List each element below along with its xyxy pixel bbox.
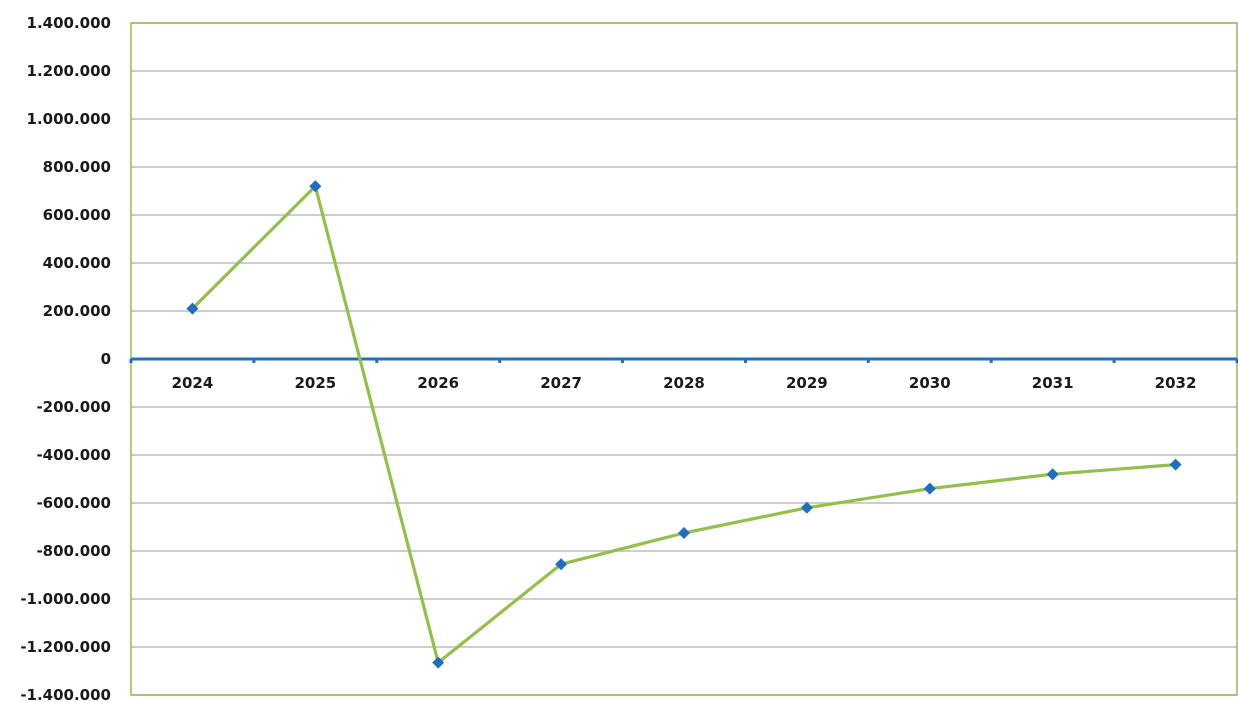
y-tick-label: 1.400.000 bbox=[27, 14, 111, 32]
y-tick-label: 1.000.000 bbox=[27, 110, 111, 128]
y-tick-label: 200.000 bbox=[43, 302, 111, 320]
y-tick-label: -600.000 bbox=[36, 494, 111, 512]
y-tick-label: -200.000 bbox=[36, 398, 111, 416]
y-tick-label: -800.000 bbox=[36, 542, 111, 560]
data-point-marker bbox=[800, 501, 813, 514]
data-point-marker bbox=[309, 180, 322, 193]
data-point-marker bbox=[1046, 468, 1059, 481]
x-tick-label: 2025 bbox=[294, 374, 336, 392]
series-group bbox=[186, 180, 1182, 669]
x-axis bbox=[129, 357, 1238, 363]
y-tick-label: 0 bbox=[101, 350, 111, 368]
y-tick-label: 1.200.000 bbox=[27, 62, 111, 80]
x-axis-tick-labels: 2024 2025 2026 2027 2028 2029 2030 2031 2032 bbox=[172, 374, 1197, 392]
x-tick-label: 2031 bbox=[1032, 374, 1074, 392]
y-tick-label: 400.000 bbox=[43, 254, 111, 272]
data-point-marker bbox=[186, 302, 199, 315]
x-tick-label: 2027 bbox=[540, 374, 582, 392]
y-tick-label: -1.400.000 bbox=[20, 686, 111, 702]
y-axis-tick-labels: 1.400.000 1.200.000 1.000.000 800.000 600.00… bbox=[20, 14, 111, 702]
y-tick-label: 800.000 bbox=[43, 158, 111, 176]
x-tick-label: 2024 bbox=[172, 374, 214, 392]
y-tick-label: -400.000 bbox=[36, 446, 111, 464]
data-point-marker bbox=[1169, 458, 1182, 471]
data-point-marker bbox=[678, 527, 690, 539]
y-tick-label: 600.000 bbox=[43, 206, 111, 224]
x-tick-label: 2032 bbox=[1155, 374, 1197, 392]
series-line bbox=[191, 184, 1176, 665]
y-tick-label: -1.200.000 bbox=[20, 638, 111, 656]
data-point-marker bbox=[923, 482, 936, 495]
x-tick-label: 2028 bbox=[663, 374, 705, 392]
x-tick-label: 2030 bbox=[909, 374, 951, 392]
x-tick-label: 2026 bbox=[417, 374, 459, 392]
data-point-marker bbox=[432, 656, 445, 669]
x-tick-label: 2029 bbox=[786, 374, 828, 392]
y-tick-label: -1.000.000 bbox=[20, 590, 111, 608]
data-point-marker bbox=[555, 558, 568, 571]
